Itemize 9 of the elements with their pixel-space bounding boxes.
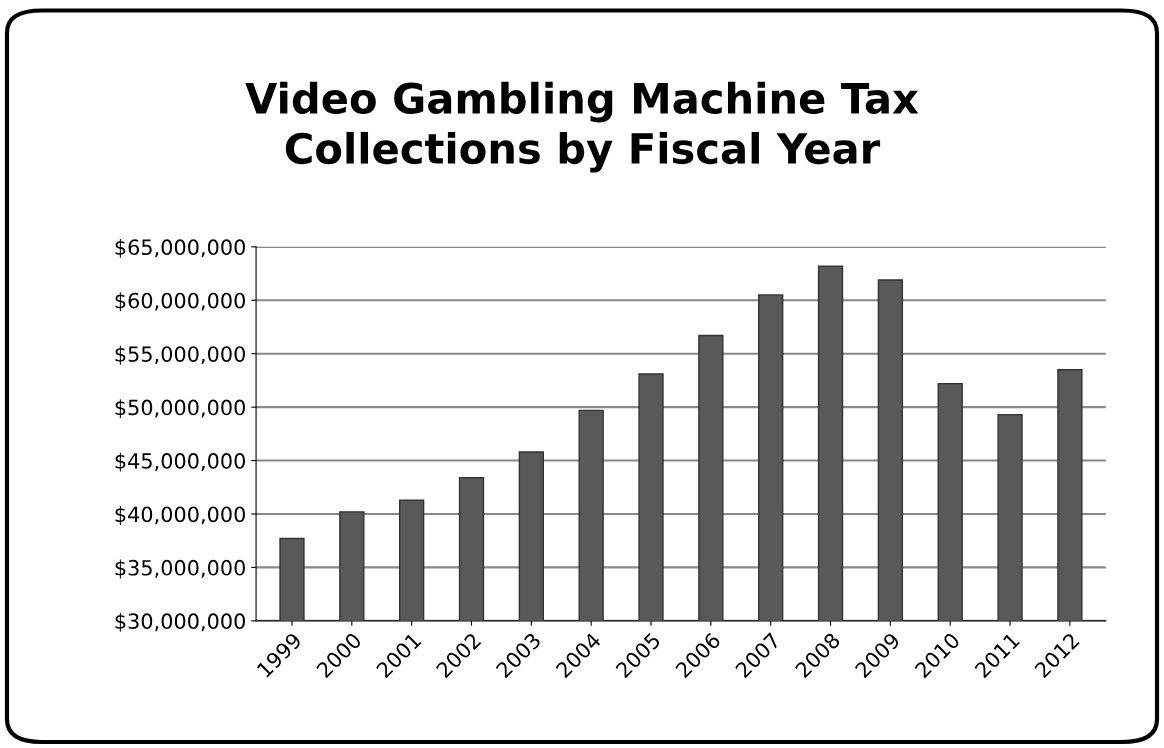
y-tick-label: $45,000,000 (115, 452, 245, 472)
y-tick-label: $65,000,000 (115, 238, 245, 258)
y-tick-label: $30,000,000 (115, 612, 245, 632)
y-tick-label: $50,000,000 (115, 399, 245, 419)
chart-title: Video Gambling Machine Tax Collections by Fiscal Year (245, 81, 919, 173)
y-tick-label: $60,000,000 (115, 292, 245, 312)
y-tick-label: $35,000,000 (115, 559, 245, 579)
y-tick-label: $40,000,000 (115, 506, 245, 525)
y-tick-label: $55,000,000 (115, 345, 245, 365)
